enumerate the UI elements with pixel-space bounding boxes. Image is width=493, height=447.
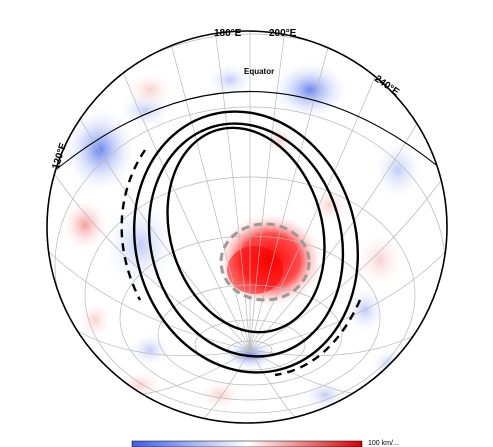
colorbar <box>131 440 363 447</box>
contour-rings <box>132 110 360 374</box>
contour-ring-outer <box>132 110 360 374</box>
contour-ring-inner <box>166 126 326 334</box>
contour-ring-middle <box>147 122 345 358</box>
globe-outline <box>46 30 448 424</box>
lon-label-200: 200°E <box>269 28 297 39</box>
colorbar-label: 100 km/... <box>368 440 399 447</box>
lon-label-180: 180°E <box>214 28 242 39</box>
equator-line <box>57 90 441 169</box>
equator-label: Equator <box>244 67 274 76</box>
anomaly-outline-circle <box>219 222 311 302</box>
dashed-arc-left <box>120 149 146 301</box>
dashed-arc-bottom-right <box>274 299 362 377</box>
